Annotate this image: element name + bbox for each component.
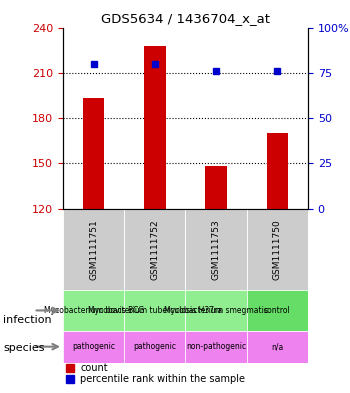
FancyBboxPatch shape: [124, 331, 186, 362]
Bar: [83, 98, 104, 209]
Text: pathogenic: pathogenic: [72, 342, 115, 351]
Text: Mycobacterium smegmatis: Mycobacterium smegmatis: [164, 306, 268, 315]
Text: pathogenic: pathogenic: [133, 342, 176, 351]
FancyBboxPatch shape: [186, 209, 247, 290]
Text: count: count: [80, 363, 108, 373]
Text: GSM1111751: GSM1111751: [89, 219, 98, 280]
Text: Mycobacterium bovis BCG: Mycobacterium bovis BCG: [43, 306, 144, 315]
Bar: [205, 166, 227, 209]
FancyBboxPatch shape: [186, 290, 247, 331]
FancyBboxPatch shape: [124, 209, 186, 290]
Title: GDS5634 / 1436704_x_at: GDS5634 / 1436704_x_at: [101, 12, 270, 25]
Text: Mycobacterium tuberculosis H37ra: Mycobacterium tuberculosis H37ra: [88, 306, 222, 315]
FancyBboxPatch shape: [247, 209, 308, 290]
Text: non-pathogenic: non-pathogenic: [186, 342, 246, 351]
Text: infection: infection: [4, 315, 52, 325]
Bar: [144, 46, 166, 209]
FancyBboxPatch shape: [63, 331, 124, 362]
Text: GSM1111753: GSM1111753: [212, 219, 220, 280]
Text: GSM1111750: GSM1111750: [273, 219, 282, 280]
FancyBboxPatch shape: [186, 331, 247, 362]
Text: species: species: [4, 343, 45, 353]
FancyBboxPatch shape: [247, 331, 308, 362]
Text: control: control: [264, 306, 291, 315]
Text: percentile rank within the sample: percentile rank within the sample: [80, 375, 245, 384]
FancyBboxPatch shape: [124, 290, 186, 331]
FancyBboxPatch shape: [63, 290, 124, 331]
Text: GSM1111752: GSM1111752: [150, 219, 159, 280]
Bar: [267, 133, 288, 209]
FancyBboxPatch shape: [247, 290, 308, 331]
Text: n/a: n/a: [271, 342, 284, 351]
FancyBboxPatch shape: [63, 209, 124, 290]
